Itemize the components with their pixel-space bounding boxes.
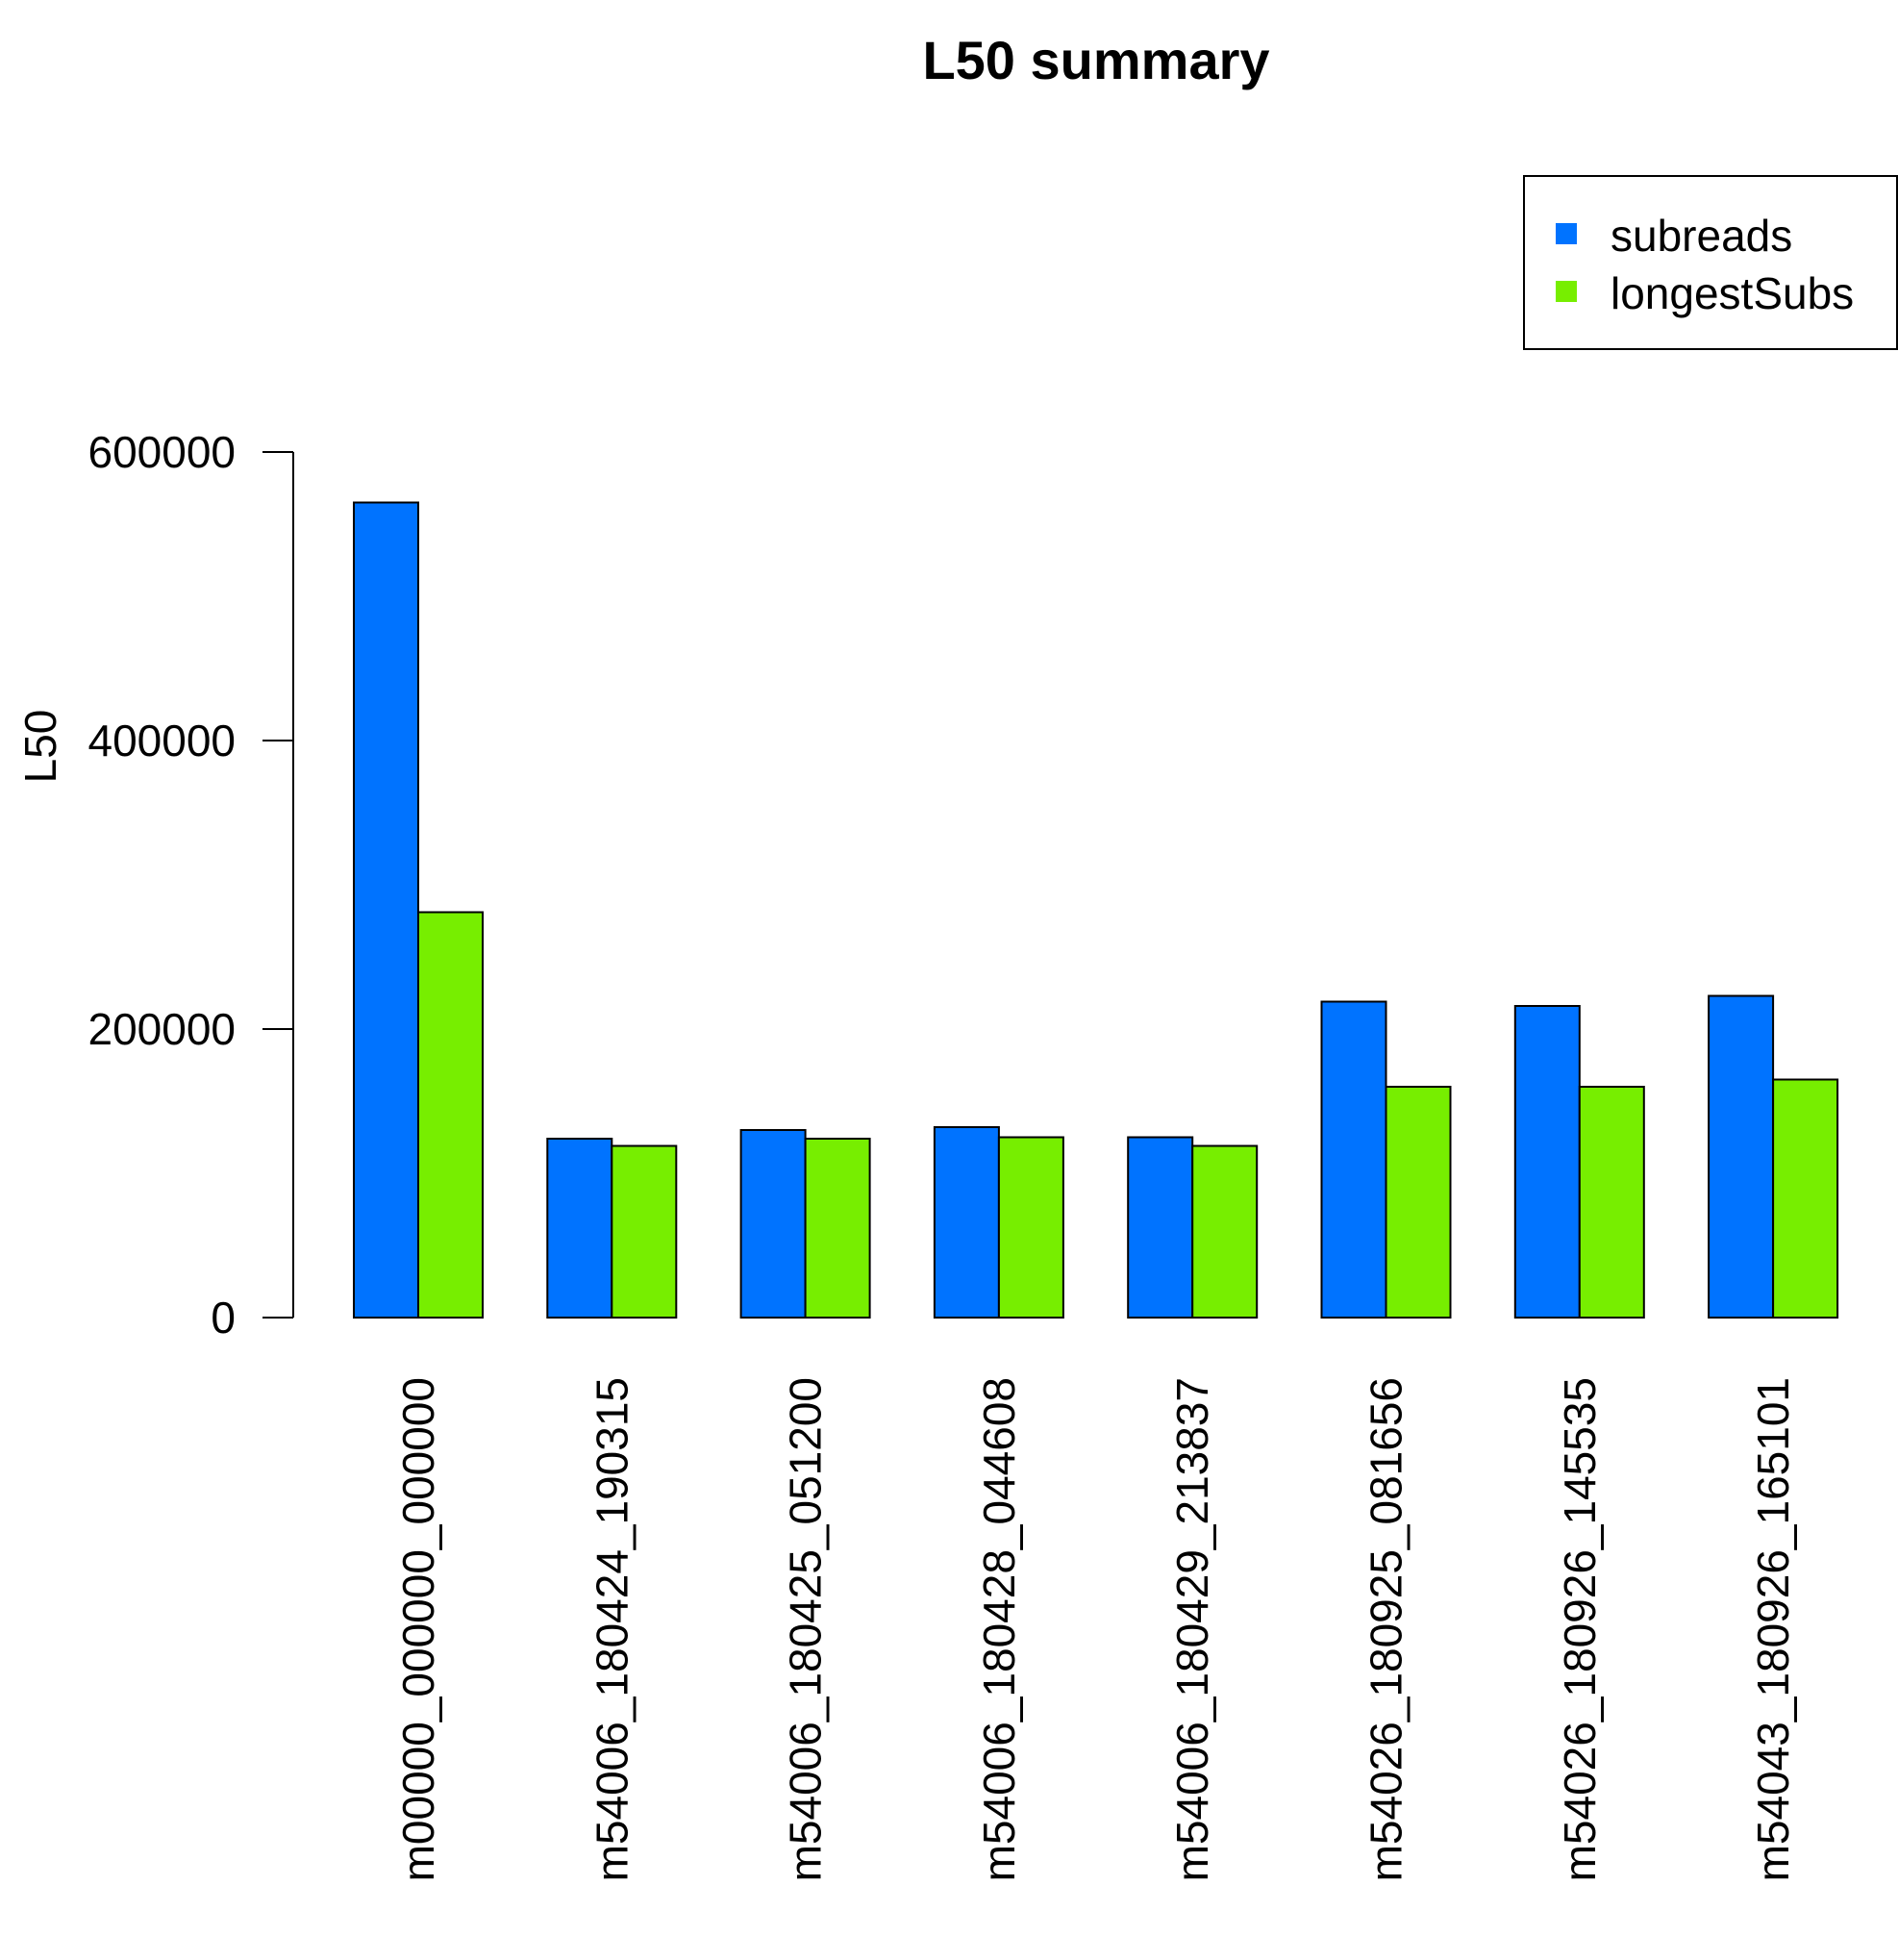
bar-longestSubs-1 xyxy=(611,1144,678,1319)
bar-subreads-1 xyxy=(546,1138,613,1319)
legend-swatch-subreads xyxy=(1556,223,1577,244)
legend-label-subreads: subreads xyxy=(1611,211,1792,261)
y-tick-label: 0 xyxy=(211,1293,236,1343)
bar-longestSubs-6 xyxy=(1578,1086,1645,1319)
x-category-label: m54026_180926_145535 xyxy=(1555,1377,1605,1881)
x-axis-labels: m00000_000000_000000 m54006_180424_190315… xyxy=(393,1377,1798,1881)
bar-longestSubs-5 xyxy=(1385,1086,1452,1319)
legend: subreads longestSubs xyxy=(1523,175,1898,350)
bar-subreads-3 xyxy=(933,1126,1000,1319)
chart-title: L50 summary xyxy=(922,30,1269,90)
x-category-label: m54006_180429_213837 xyxy=(1167,1377,1217,1881)
bar-longestSubs-0 xyxy=(417,911,484,1319)
bar-subreads-2 xyxy=(739,1129,807,1319)
bar-subreads-7 xyxy=(1708,994,1775,1319)
legend-swatch-longestSubs xyxy=(1556,281,1577,302)
x-category-label: m54043_180926_165101 xyxy=(1748,1377,1798,1881)
x-category-label: m54006_180428_044608 xyxy=(974,1377,1024,1881)
y-tick-label: 200000 xyxy=(88,1004,237,1054)
bar-subreads-0 xyxy=(353,501,419,1319)
bar-longestSubs-2 xyxy=(804,1138,871,1319)
legend-box xyxy=(1523,175,1898,350)
y-tick-label: 600000 xyxy=(88,427,237,477)
bar-longestSubs-3 xyxy=(997,1136,1064,1319)
legend-label-longestSubs: longestSubs xyxy=(1611,268,1854,318)
y-axis: 0 200000 400000 600000 xyxy=(88,427,294,1343)
bar-subreads-5 xyxy=(1320,1000,1387,1319)
bar-subreads-4 xyxy=(1127,1136,1194,1319)
y-axis-label: L50 xyxy=(15,710,65,784)
x-category-label: m00000_000000_000000 xyxy=(393,1377,443,1881)
bar-longestSubs-7 xyxy=(1772,1078,1839,1319)
x-category-label: m54026_180925_081656 xyxy=(1361,1377,1411,1881)
bar-longestSubs-4 xyxy=(1191,1144,1259,1319)
bar-subreads-6 xyxy=(1513,1005,1581,1319)
y-tick-label: 400000 xyxy=(88,716,237,766)
x-category-label: m54006_180424_190315 xyxy=(587,1377,637,1881)
x-category-label: m54006_180425_051200 xyxy=(781,1377,831,1881)
bars xyxy=(353,501,1839,1319)
